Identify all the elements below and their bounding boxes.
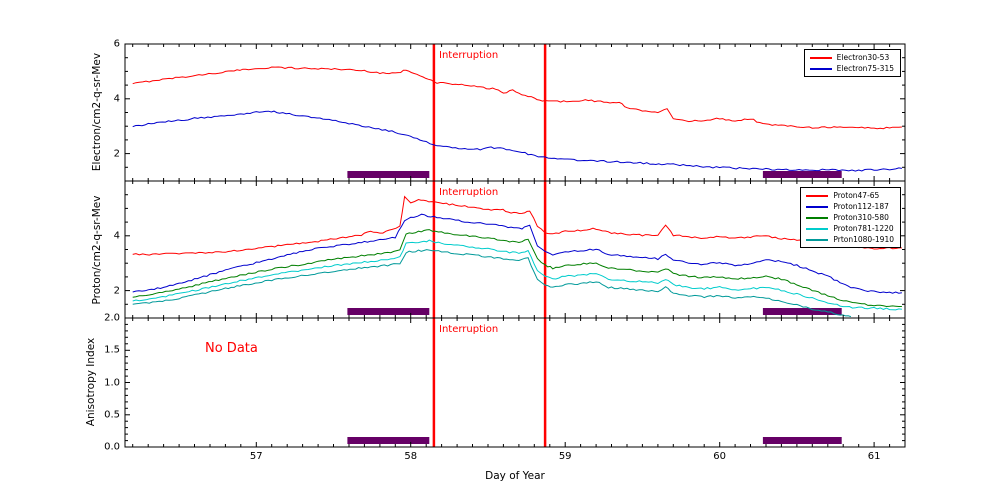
legend-line-sample (806, 205, 829, 208)
series-Proton47-65 (132, 195, 902, 256)
y-tick-label: 2.0 (104, 312, 120, 324)
legend-line-sample (809, 56, 832, 59)
legend-label: Electron30-53 (836, 53, 890, 62)
legend-label: Electron75-315 (836, 64, 894, 73)
coverage-bar (347, 171, 430, 178)
x-tick-label: 61 (867, 451, 881, 462)
y-tick-label: 6 (113, 38, 120, 50)
coverage-bar (347, 437, 430, 444)
y-tick-label: 0.0 (104, 441, 120, 453)
x-tick-label: 60 (713, 451, 727, 462)
legend-label: Proton47-65 (833, 191, 880, 200)
series-Proton781-1220 (132, 239, 902, 311)
legend-label: Proton310-580 (833, 213, 889, 222)
y-axis-label-anisotropy: Anisotropy Index (85, 337, 97, 427)
legend-entry: Proton310-580 (806, 213, 894, 222)
legend-panel-2: Proton47-65 Proton112-187 Proton310-580 Pro… (800, 187, 901, 248)
legend-line-sample (806, 216, 829, 219)
x-tick-label: 57 (249, 451, 263, 462)
y-tick-label: 2 (113, 285, 120, 297)
interruption-annotation-top: Interruption (439, 50, 499, 61)
y-tick-label: 2 (113, 148, 120, 160)
legend-line-sample (806, 238, 829, 241)
y-tick-label: 4 (113, 230, 120, 242)
legend-entry: Prton1080-1910 (806, 235, 894, 244)
panel-frame (124, 317, 906, 448)
coverage-bar (762, 437, 842, 444)
x-axis-label: Day of Year (485, 470, 545, 482)
y-tick-label: 4 (113, 93, 120, 105)
y-tick-label: 0.5 (104, 409, 120, 421)
legend-entry: Electron30-53 (809, 53, 894, 62)
coverage-bar (762, 171, 842, 178)
series-Electron75-315 (132, 110, 902, 172)
legend-line-sample (806, 194, 829, 197)
y-axis-label-electron: Electron/cm2-q-sr-Mev (91, 52, 103, 172)
y-axis-label-proton: Proton/cm2-q-sr-Mev (91, 195, 103, 305)
legend-entry: Proton47-65 (806, 191, 894, 200)
legend-label: Proton781-1220 (833, 224, 894, 233)
panel-frame (124, 43, 906, 182)
legend-label: Proton112-187 (833, 202, 889, 211)
interruption-annotation-middle: Interruption (439, 187, 499, 198)
x-tick-label: 58 (404, 451, 418, 462)
coverage-bar (762, 308, 842, 315)
no-data-annotation: No Data (205, 341, 258, 356)
y-tick-label: 1.0 (104, 377, 120, 388)
legend-line-sample (806, 227, 829, 230)
legend-entry: Electron75-315 (809, 64, 894, 73)
panel-frame (124, 180, 906, 319)
series-Prton1080-1910 (132, 249, 852, 318)
series-Proton112-187 (132, 213, 902, 294)
series-Proton310-580 (132, 229, 902, 308)
legend-entry: Proton781-1220 (806, 224, 894, 233)
y-tick-label: 1.5 (104, 344, 120, 356)
x-tick-label: 59 (558, 451, 572, 462)
legend-entry: Proton112-187 (806, 202, 894, 211)
legend-panel-1: Electron30-53 Electron75-315 (803, 49, 901, 77)
legend-line-sample (809, 67, 832, 70)
interruption-annotation-bottom: Interruption (439, 324, 499, 335)
legend-label: Prton1080-1910 (833, 235, 894, 244)
series-Electron30-53 (132, 66, 902, 130)
coverage-bar (347, 308, 430, 315)
